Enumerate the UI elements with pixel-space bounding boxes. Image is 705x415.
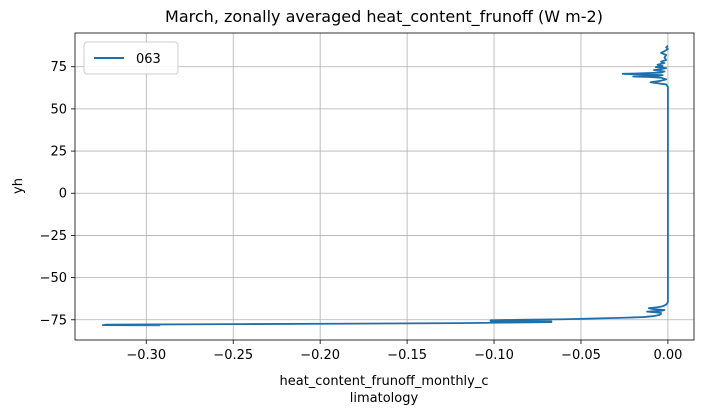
plot-frame [74, 32, 695, 341]
x-tick-label: −0.15 [387, 348, 427, 363]
y-axis: −75 −50 −25 0 25 50 75 [40, 60, 75, 328]
y-tick-label: −25 [40, 229, 67, 244]
series-line-063 [101, 45, 669, 327]
x-axis-label-line-1: heat_content_frunoff_monthly_c [279, 374, 488, 389]
grid-lines [75, 33, 694, 340]
y-tick-label: 75 [50, 60, 67, 75]
y-tick-label: −75 [40, 313, 67, 328]
chart-title: March, zonally averaged heat_content_fru… [165, 7, 603, 27]
legend-label: 063 [136, 52, 161, 67]
x-axis: −0.30 −0.25 −0.20 −0.15 −0.10 −0.05 0.00 [126, 340, 682, 363]
legend: 063 [83, 41, 179, 75]
y-tick-label: −50 [40, 271, 67, 286]
x-tick-label: −0.30 [126, 348, 166, 363]
y-tick-label: 50 [50, 102, 67, 117]
x-tick-label: −0.25 [213, 348, 253, 363]
x-tick-label: −0.05 [561, 348, 601, 363]
plot-series [101, 45, 669, 327]
x-tick-label: −0.20 [300, 348, 340, 363]
y-axis-label: yh [11, 178, 26, 194]
x-tick-label: −0.10 [474, 348, 514, 363]
legend-box [83, 41, 179, 75]
x-tick-label: 0.00 [653, 348, 682, 363]
y-tick-label: 0 [59, 187, 67, 202]
y-tick-label: 25 [50, 145, 67, 160]
x-axis-label-line-2: limatology [350, 391, 419, 406]
